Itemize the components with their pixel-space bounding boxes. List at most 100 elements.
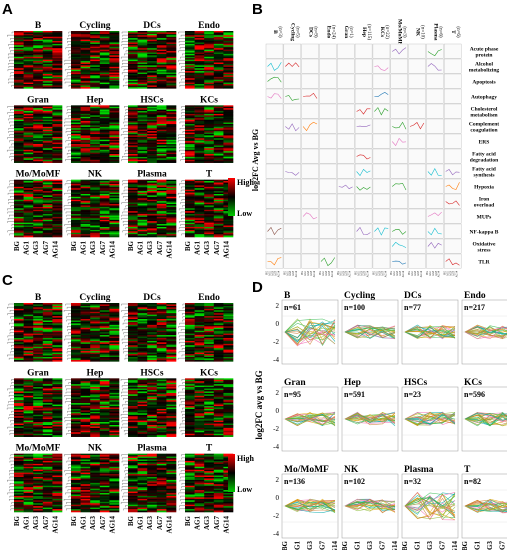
heat-cell	[52, 138, 63, 141]
heat-cell	[185, 158, 195, 161]
heat-cell	[99, 123, 110, 126]
heat-cell	[42, 427, 53, 430]
heat-cell	[194, 231, 205, 233]
heat-cell	[223, 506, 234, 508]
heat-cell	[213, 42, 224, 45]
heat-cell	[52, 343, 63, 346]
heat-cell	[109, 159, 120, 162]
heat-cell	[166, 145, 177, 148]
heat-cell	[52, 82, 63, 85]
heat-cell	[80, 343, 91, 346]
heat-cell	[23, 332, 34, 334]
heat-cell	[213, 199, 224, 202]
heat-cell	[99, 474, 110, 476]
heat-cell	[166, 105, 177, 108]
heat-cell	[137, 115, 148, 118]
heat-cell	[185, 388, 195, 391]
heat-cell	[71, 349, 81, 352]
heat-cell	[109, 38, 120, 40]
heat-cell	[128, 192, 138, 195]
heat-cell	[128, 111, 138, 113]
heat-cell	[213, 159, 224, 162]
heat-cell	[156, 218, 167, 221]
heat-cell	[52, 382, 63, 385]
heat-cell	[128, 151, 138, 153]
heat-cell	[137, 35, 148, 38]
heat-cell	[156, 209, 167, 212]
heat-cell	[223, 352, 234, 355]
heat-cell	[14, 310, 24, 313]
heat-cell	[71, 324, 81, 327]
heat-cell	[71, 154, 81, 156]
heat-cell	[99, 397, 110, 400]
heat-cell	[147, 191, 158, 193]
heat-cell	[194, 497, 205, 500]
heat-cell	[156, 462, 167, 465]
heat-cell	[147, 474, 158, 476]
heat-cell	[71, 342, 81, 345]
heat-cell	[128, 456, 138, 459]
heat-cell	[137, 235, 148, 238]
heat-cell	[185, 209, 195, 212]
heat-cell	[147, 232, 158, 235]
heat-cell	[42, 338, 53, 340]
heat-cell	[80, 62, 91, 65]
heat-cell	[99, 490, 110, 492]
heat-cell	[42, 435, 53, 437]
heat-cell	[52, 413, 63, 416]
x-tick-label: AG7	[156, 241, 164, 256]
heat-cell	[52, 136, 63, 139]
heat-cell	[80, 66, 91, 69]
heat-cell	[33, 154, 44, 156]
heat-cell	[14, 336, 24, 339]
heat-cell	[42, 46, 53, 49]
heat-cell	[137, 378, 148, 381]
heat-cell	[137, 504, 148, 507]
heat-cell	[194, 469, 205, 472]
heat-cell	[204, 134, 215, 136]
heat-cell	[80, 333, 91, 336]
heat-cell	[80, 156, 91, 159]
heat-cell	[14, 317, 24, 320]
heat-cell	[23, 119, 34, 122]
heat-cell	[90, 113, 101, 116]
heat-cell	[80, 134, 91, 136]
heat-cell	[99, 342, 110, 345]
color-scale-bar	[228, 454, 235, 492]
heat-cell	[80, 404, 91, 407]
heat-cell	[166, 135, 177, 138]
heat-cell	[223, 504, 234, 507]
heat-cell	[137, 411, 148, 414]
heat-cell	[14, 33, 24, 36]
heat-cell	[14, 122, 24, 125]
heat-cell	[137, 45, 148, 48]
heat-cell	[23, 335, 34, 337]
heat-cell	[137, 314, 148, 317]
heat-cell	[204, 488, 215, 491]
heat-cell	[23, 425, 34, 427]
heat-cell	[185, 136, 195, 139]
heat-cell	[156, 506, 167, 508]
heat-cell	[128, 388, 138, 391]
heat-cell	[80, 394, 91, 397]
heat-cell	[109, 55, 120, 58]
heat-cell	[71, 198, 81, 201]
heat-cell	[52, 84, 63, 86]
heat-cell	[52, 493, 63, 495]
heat-cell	[223, 417, 234, 420]
heat-cell	[204, 86, 215, 89]
heat-cell	[90, 379, 101, 382]
heat-cell	[52, 401, 63, 404]
heat-cell	[42, 188, 53, 190]
heat-cell	[23, 401, 34, 404]
heat-cell	[23, 158, 34, 161]
heat-cell	[80, 388, 91, 391]
heatmap-plasma: Plasma	[120, 444, 177, 513]
heat-cell	[156, 201, 167, 203]
heat-cell	[42, 385, 53, 388]
heat-cell	[42, 201, 53, 203]
heat-cell	[52, 391, 63, 394]
heat-cell	[204, 109, 215, 112]
heat-cell	[156, 414, 167, 417]
heat-cell	[71, 427, 81, 430]
